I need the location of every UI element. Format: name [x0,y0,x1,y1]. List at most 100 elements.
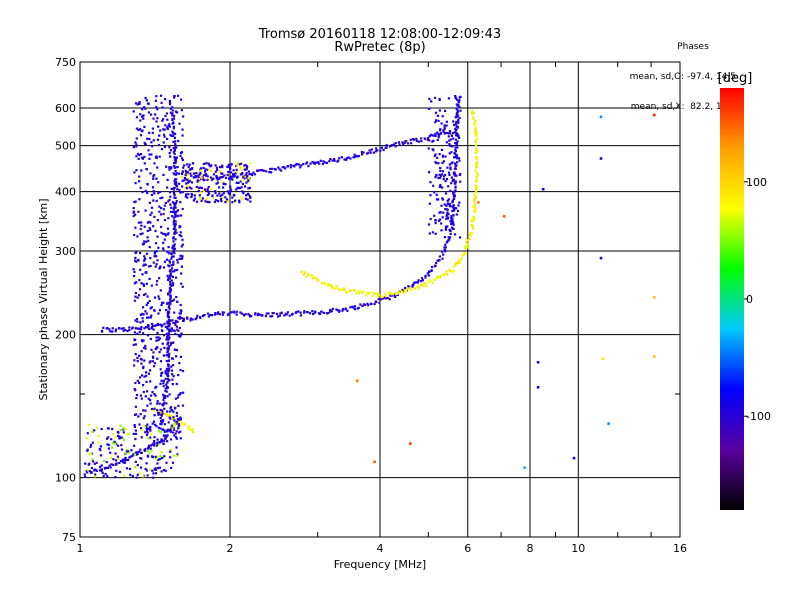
echo-point [186,184,189,187]
echo-point [134,182,137,185]
echo-point [177,139,180,143]
echo-point [170,166,173,169]
echo-point [169,272,172,275]
echo-point [140,224,143,227]
echo-point [445,204,448,207]
echo-point [149,394,153,397]
echo-point [134,405,137,408]
echo-point [148,153,151,156]
echo-point [402,143,405,146]
echo-point [154,265,157,268]
echo-point [173,231,176,234]
echo-point [475,178,478,181]
echo-point [209,176,212,179]
scattered-echo [599,157,603,160]
echo-point [269,167,272,171]
echo-point [474,189,478,192]
echo-point [166,320,169,323]
echo-point [138,330,141,334]
echo-point [166,349,169,353]
echo-point [177,172,181,175]
echo-point [190,181,194,184]
echo-point [185,193,188,196]
echo-point [159,368,162,371]
echo-point [171,244,175,247]
echo-point [192,176,195,179]
echo-point [454,96,457,99]
echo-point [252,171,255,174]
echo-point [474,133,477,136]
echo-point [447,236,450,239]
echo-point [206,194,209,197]
echo-point [221,181,224,184]
echo-point [201,174,204,177]
echo-point [329,283,332,287]
echo-point [175,200,178,203]
echo-point [153,362,156,365]
echo-point [162,434,166,437]
echo-point [134,466,137,469]
echo-point [248,186,251,189]
echo-point [168,125,171,128]
echo-point [144,448,147,451]
echo-point [168,166,171,169]
echo-point [134,319,137,322]
echo-point [169,268,172,272]
echo-point [437,136,440,139]
scattered-echo [536,361,540,364]
scattered-echo [599,256,603,260]
echo-point [168,318,171,321]
echo-point [162,379,165,382]
echo-point [181,128,184,131]
echo-point [394,292,397,295]
echo-point [315,277,319,280]
echo-point [129,455,132,458]
echo-point [226,200,229,203]
echo-point [448,204,451,208]
echo-point [188,163,191,166]
echo-point [172,192,176,195]
echo-point [454,127,457,130]
echo-point [169,328,172,331]
echo-point [122,327,125,330]
echo-point [333,157,336,161]
echo-point [206,168,209,171]
echo-point [173,252,176,255]
echo-point [319,159,322,162]
echo-point [171,431,175,434]
echo-point [362,303,365,306]
echo-point [177,431,180,434]
echo-point [172,240,175,243]
echo-point [451,270,454,273]
echo-point [172,187,175,190]
echo-point [153,174,156,177]
echo-point [299,311,302,314]
echo-point [210,187,213,191]
echo-point [172,172,175,175]
echo-point [455,98,458,101]
echo-point [413,281,416,284]
echo-point [114,463,117,466]
echo-point [330,310,333,313]
echo-point [438,211,441,214]
echo-point [170,341,173,344]
echo-point [158,155,161,158]
echo-point [155,339,158,342]
echo-point [185,182,188,185]
echo-point [130,449,133,452]
echo-point [212,173,216,176]
echo-point [114,330,117,333]
echo-point [379,149,382,152]
echo-point [168,345,171,348]
echo-point [221,313,224,316]
echo-point [412,283,415,286]
echo-point [148,265,151,268]
echo-point [207,162,210,165]
echo-point [151,469,154,472]
echo-point [470,219,473,222]
echo-point [155,283,158,286]
echo-point [180,235,183,238]
echo-point [458,261,461,265]
echo-point [134,429,137,432]
echo-point [99,445,102,448]
